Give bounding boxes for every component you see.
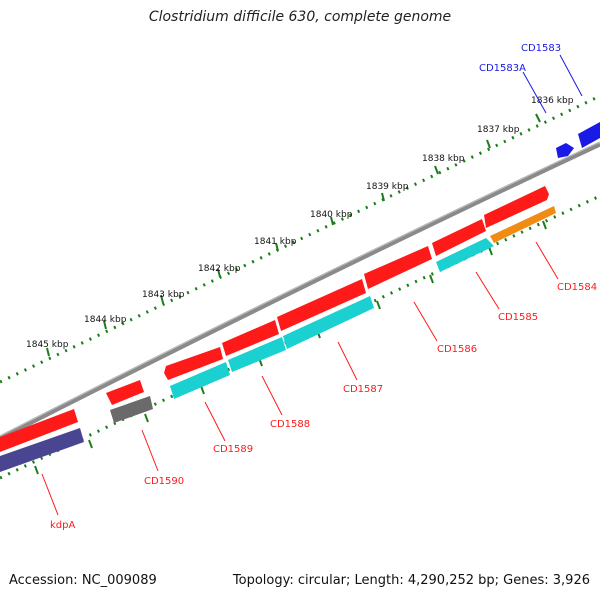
scale-label-1841: 1841 kbp [254,237,297,247]
scale-label-1837: 1837 kbp [477,125,520,135]
gene-CD1584[interactable] [490,206,556,243]
label-CD1583: CD1583 [521,43,561,54]
cds-CD1586[interactable] [364,246,432,289]
label-CD1585: CD1585 [498,312,538,323]
cds-kdpA[interactable] [0,409,78,452]
scale-label-1844: 1844 kbp [84,315,127,325]
accession-text: Accession: NC_009089 [9,573,157,588]
label-CD1583A: CD1583A [479,63,526,74]
cds-CD1588[interactable] [222,320,279,356]
scale-track-outer [0,94,600,384]
label-CD1588: CD1588 [270,419,310,430]
map-title: Clostridium difficile 630, complete geno… [148,9,452,25]
genome-summary-text: Topology: circular; Length: 4,290,252 bp… [232,573,590,588]
gene-CD1587[interactable] [283,296,374,349]
cds-CD1585[interactable] [432,219,486,256]
gene-labels: CD1583 CD1583A CD1584 CD1585 CD1586 CD15… [50,43,597,531]
gene-CD1589[interactable] [170,362,230,399]
label-CD1590: CD1590 [144,476,184,487]
feature-CD1583A[interactable] [556,143,574,158]
feature-CD1583[interactable] [578,122,600,148]
scale-label-1839: 1839 kbp [366,182,409,192]
label-CD1584: CD1584 [557,282,597,293]
scale-label-1840: 1840 kbp [310,210,353,220]
gene-CD1585[interactable] [436,238,494,272]
label-CD1587: CD1587 [343,384,383,395]
label-CD1586: CD1586 [437,344,477,355]
outer-major-ticks [46,113,541,357]
scale-label-1838: 1838 kbp [422,154,465,164]
cds-CD1589[interactable] [164,347,223,380]
gene-CD1588[interactable] [228,337,286,372]
scale-labels: 1836 kbp 1837 kbp 1838 kbp 1839 kbp 1840… [26,96,574,350]
cds-CD1584[interactable] [484,186,549,228]
cds-CD1590[interactable] [106,380,144,405]
cds-features [0,186,549,452]
label-connectors [41,54,583,516]
label-kdpA: kdpA [50,520,75,531]
gene-features [0,206,556,472]
gene-kdpA[interactable] [0,428,84,472]
genome-backbone [0,141,600,441]
cds-CD1587[interactable] [277,279,366,331]
scale-label-1836: 1836 kbp [531,96,574,106]
scale-label-1842: 1842 kbp [198,264,241,274]
scale-label-1843: 1843 kbp [142,290,185,300]
scale-label-1845: 1845 kbp [26,340,69,350]
label-CD1589: CD1589 [213,444,253,455]
gene-CD1590[interactable] [110,396,153,423]
